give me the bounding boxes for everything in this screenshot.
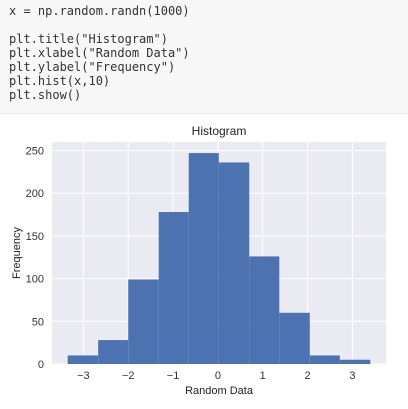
histogram-bar (339, 359, 371, 364)
histogram-bar (309, 355, 340, 364)
histogram-bar (158, 212, 189, 364)
histogram-bar (188, 153, 219, 364)
code-cell[interactable]: x = np.random.randn(1000) plt.title("His… (0, 0, 408, 114)
code-line[interactable]: plt.ylabel("Frequency") (9, 60, 176, 74)
x-tick-label: 0 (215, 370, 221, 382)
histogram-bar (218, 162, 250, 364)
histogram-chart: 0 50 100 150 200 250 −3 −2 −1 0 1 2 3 Histogram Rand… (11, 124, 386, 397)
x-tick-label: −2 (122, 370, 135, 382)
code-line[interactable]: plt.hist(x,10) (9, 74, 111, 88)
y-tick-label: 50 (32, 316, 44, 328)
code-line[interactable]: x = np.random.randn(1000) (9, 4, 190, 18)
histogram-bar (279, 312, 310, 364)
code-line[interactable]: plt.title("Histogram") (9, 32, 168, 46)
x-tick-label: 3 (349, 370, 355, 382)
histogram-bar (98, 340, 129, 364)
histogram-bars (67, 153, 371, 364)
code-line[interactable]: plt.xlabel("Random Data") (9, 46, 190, 60)
x-tick-label: 2 (304, 370, 310, 382)
code-line[interactable]: plt.show() (9, 88, 82, 102)
histogram-bar (128, 279, 159, 364)
y-tick-label: 150 (26, 231, 44, 243)
y-tick-label: 250 (26, 146, 44, 158)
y-tick-label: 100 (26, 274, 44, 286)
tick-labels: 0 50 100 150 200 250 −3 −2 −1 0 1 2 3 (26, 146, 356, 382)
histogram-bar (249, 256, 280, 364)
x-tick-label: 1 (260, 370, 266, 382)
y-axis-label: Frequency (11, 227, 23, 279)
cell-output: 0 50 100 150 200 250 −3 −2 −1 0 1 2 3 Histogram Rand… (0, 114, 408, 409)
x-tick-label: −1 (167, 370, 180, 382)
y-tick-label: 0 (38, 359, 44, 371)
x-tick-label: −3 (77, 370, 90, 382)
y-tick-label: 200 (26, 188, 44, 200)
x-axis-label: Random Data (185, 385, 254, 397)
chart-title: Histogram (192, 124, 247, 138)
histogram-bar (67, 355, 99, 364)
